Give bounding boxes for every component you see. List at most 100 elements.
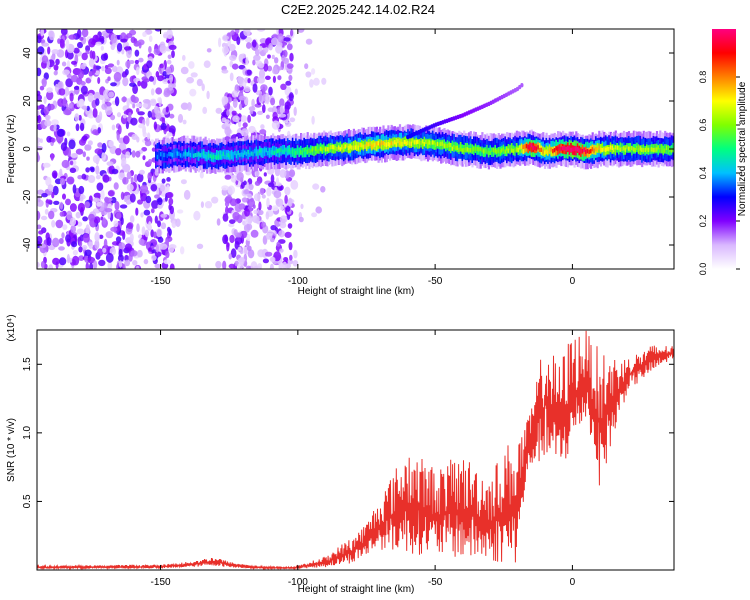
x-tick-label: -100 bbox=[288, 276, 308, 287]
heatmap-cell bbox=[306, 149, 309, 154]
heatmap-cell bbox=[142, 99, 151, 104]
heatmap-cell bbox=[194, 153, 197, 158]
heatmap-cell bbox=[431, 140, 434, 145]
heatmap-cell bbox=[560, 146, 563, 152]
heatmap-cell bbox=[380, 140, 383, 146]
heatmap-cell bbox=[77, 175, 83, 180]
heatmap-cell bbox=[280, 147, 283, 153]
heatmap-cell bbox=[267, 230, 274, 236]
heatmap-cell bbox=[202, 151, 205, 156]
heatmap-cell bbox=[649, 147, 652, 152]
heatmap-cell bbox=[126, 183, 134, 192]
heatmap-cell bbox=[225, 206, 229, 216]
heatmap-cell bbox=[530, 143, 533, 148]
snr-frame bbox=[36, 329, 675, 571]
heatmap-cell bbox=[230, 174, 237, 183]
heatmap-cell bbox=[130, 250, 138, 257]
heatmap-cell bbox=[555, 146, 558, 151]
heatmap-cell bbox=[262, 148, 265, 158]
heatmap-cell bbox=[82, 233, 90, 243]
heatmap-cell bbox=[662, 148, 665, 153]
heatmap-cell bbox=[301, 150, 304, 155]
heatmap-cell bbox=[251, 98, 255, 108]
heatmap-cell bbox=[46, 87, 53, 93]
heatmap-cell bbox=[122, 135, 130, 145]
heatmap-cell bbox=[66, 147, 71, 158]
spectrogram-y-ticks: -40 -20 0 20 40 bbox=[22, 47, 674, 252]
heatmap-cell bbox=[65, 39, 70, 50]
heatmap-cell bbox=[487, 150, 490, 156]
heatmap-cell bbox=[140, 212, 144, 218]
heatmap-cell bbox=[231, 90, 238, 98]
heatmap-cell bbox=[295, 150, 298, 156]
heatmap-cell bbox=[224, 149, 227, 160]
heatmap-cell bbox=[77, 70, 84, 79]
heatmap-cell bbox=[155, 87, 163, 95]
heatmap-cell bbox=[243, 29, 251, 37]
heatmap-cell bbox=[121, 48, 125, 55]
heatmap-cell bbox=[93, 216, 101, 224]
heatmap-cell bbox=[262, 148, 265, 153]
heatmap-cell bbox=[111, 124, 116, 131]
heatmap-cell bbox=[228, 253, 232, 260]
heatmap-cell bbox=[75, 211, 81, 219]
heatmap-cell bbox=[562, 146, 565, 151]
heatmap-cell bbox=[530, 142, 533, 153]
heatmap-cell bbox=[311, 147, 314, 152]
heatmap-cell bbox=[428, 140, 431, 145]
heatmap-cell bbox=[421, 139, 425, 144]
heatmap-cell bbox=[44, 119, 52, 127]
x-tick: -150 bbox=[151, 330, 171, 588]
heatmap-cell bbox=[57, 38, 61, 44]
heatmap-cell bbox=[58, 246, 65, 251]
heatmap-cell bbox=[286, 43, 293, 51]
heatmap-cell bbox=[109, 145, 117, 154]
heatmap-cell bbox=[126, 33, 133, 39]
heatmap-cell bbox=[281, 149, 285, 154]
heatmap-cell bbox=[252, 83, 258, 93]
heatmap-cell bbox=[260, 148, 263, 153]
heatmap-cell bbox=[563, 146, 566, 151]
y-tick: -40 bbox=[22, 237, 674, 252]
heatmap-cell bbox=[63, 109, 72, 116]
heatmap-cell bbox=[632, 147, 635, 152]
heatmap-cell bbox=[39, 85, 45, 91]
heatmap-cell bbox=[286, 259, 294, 265]
heatmap-cell bbox=[520, 83, 524, 88]
heatmap-cell bbox=[37, 137, 41, 143]
heatmap-cell bbox=[207, 153, 210, 158]
heatmap-cell bbox=[144, 229, 150, 238]
heatmap-cell bbox=[458, 147, 461, 153]
heatmap-cell bbox=[37, 94, 42, 102]
heatmap-cell bbox=[53, 200, 60, 205]
heatmap-cell bbox=[352, 145, 355, 151]
heatmap-cell bbox=[598, 145, 601, 150]
heatmap-cell bbox=[616, 145, 619, 150]
heatmap-cell bbox=[121, 71, 128, 78]
heatmap-cell bbox=[534, 145, 537, 151]
heatmap-cell bbox=[65, 198, 71, 206]
heatmap-cell bbox=[271, 37, 279, 46]
heatmap-cell bbox=[186, 152, 189, 157]
heatmap-cell bbox=[85, 262, 89, 269]
heatmap-cell bbox=[239, 152, 242, 158]
heatmap-cell bbox=[430, 141, 433, 146]
heatmap-cell bbox=[72, 255, 80, 266]
heatmap-cell bbox=[168, 152, 171, 157]
heatmap-cell bbox=[105, 29, 114, 34]
heatmap-cell bbox=[126, 98, 130, 108]
heatmap-cell bbox=[578, 148, 581, 153]
colorbar-tick-label: 0.4 bbox=[698, 167, 708, 180]
heatmap-cell bbox=[138, 42, 142, 49]
heatmap-cell bbox=[123, 46, 132, 51]
heatmap-cell bbox=[278, 113, 287, 118]
heatmap-cell bbox=[294, 88, 298, 95]
heatmap-cell bbox=[129, 215, 135, 223]
heatmap-cell bbox=[403, 140, 406, 145]
heatmap-cell bbox=[114, 201, 120, 211]
heatmap-cell bbox=[103, 238, 108, 249]
heatmap-cell bbox=[163, 259, 171, 265]
figure-title: C2E2.2025.242.14.02.R24 bbox=[281, 2, 435, 17]
heatmap-cell bbox=[252, 59, 256, 66]
heatmap-cell bbox=[149, 100, 157, 106]
